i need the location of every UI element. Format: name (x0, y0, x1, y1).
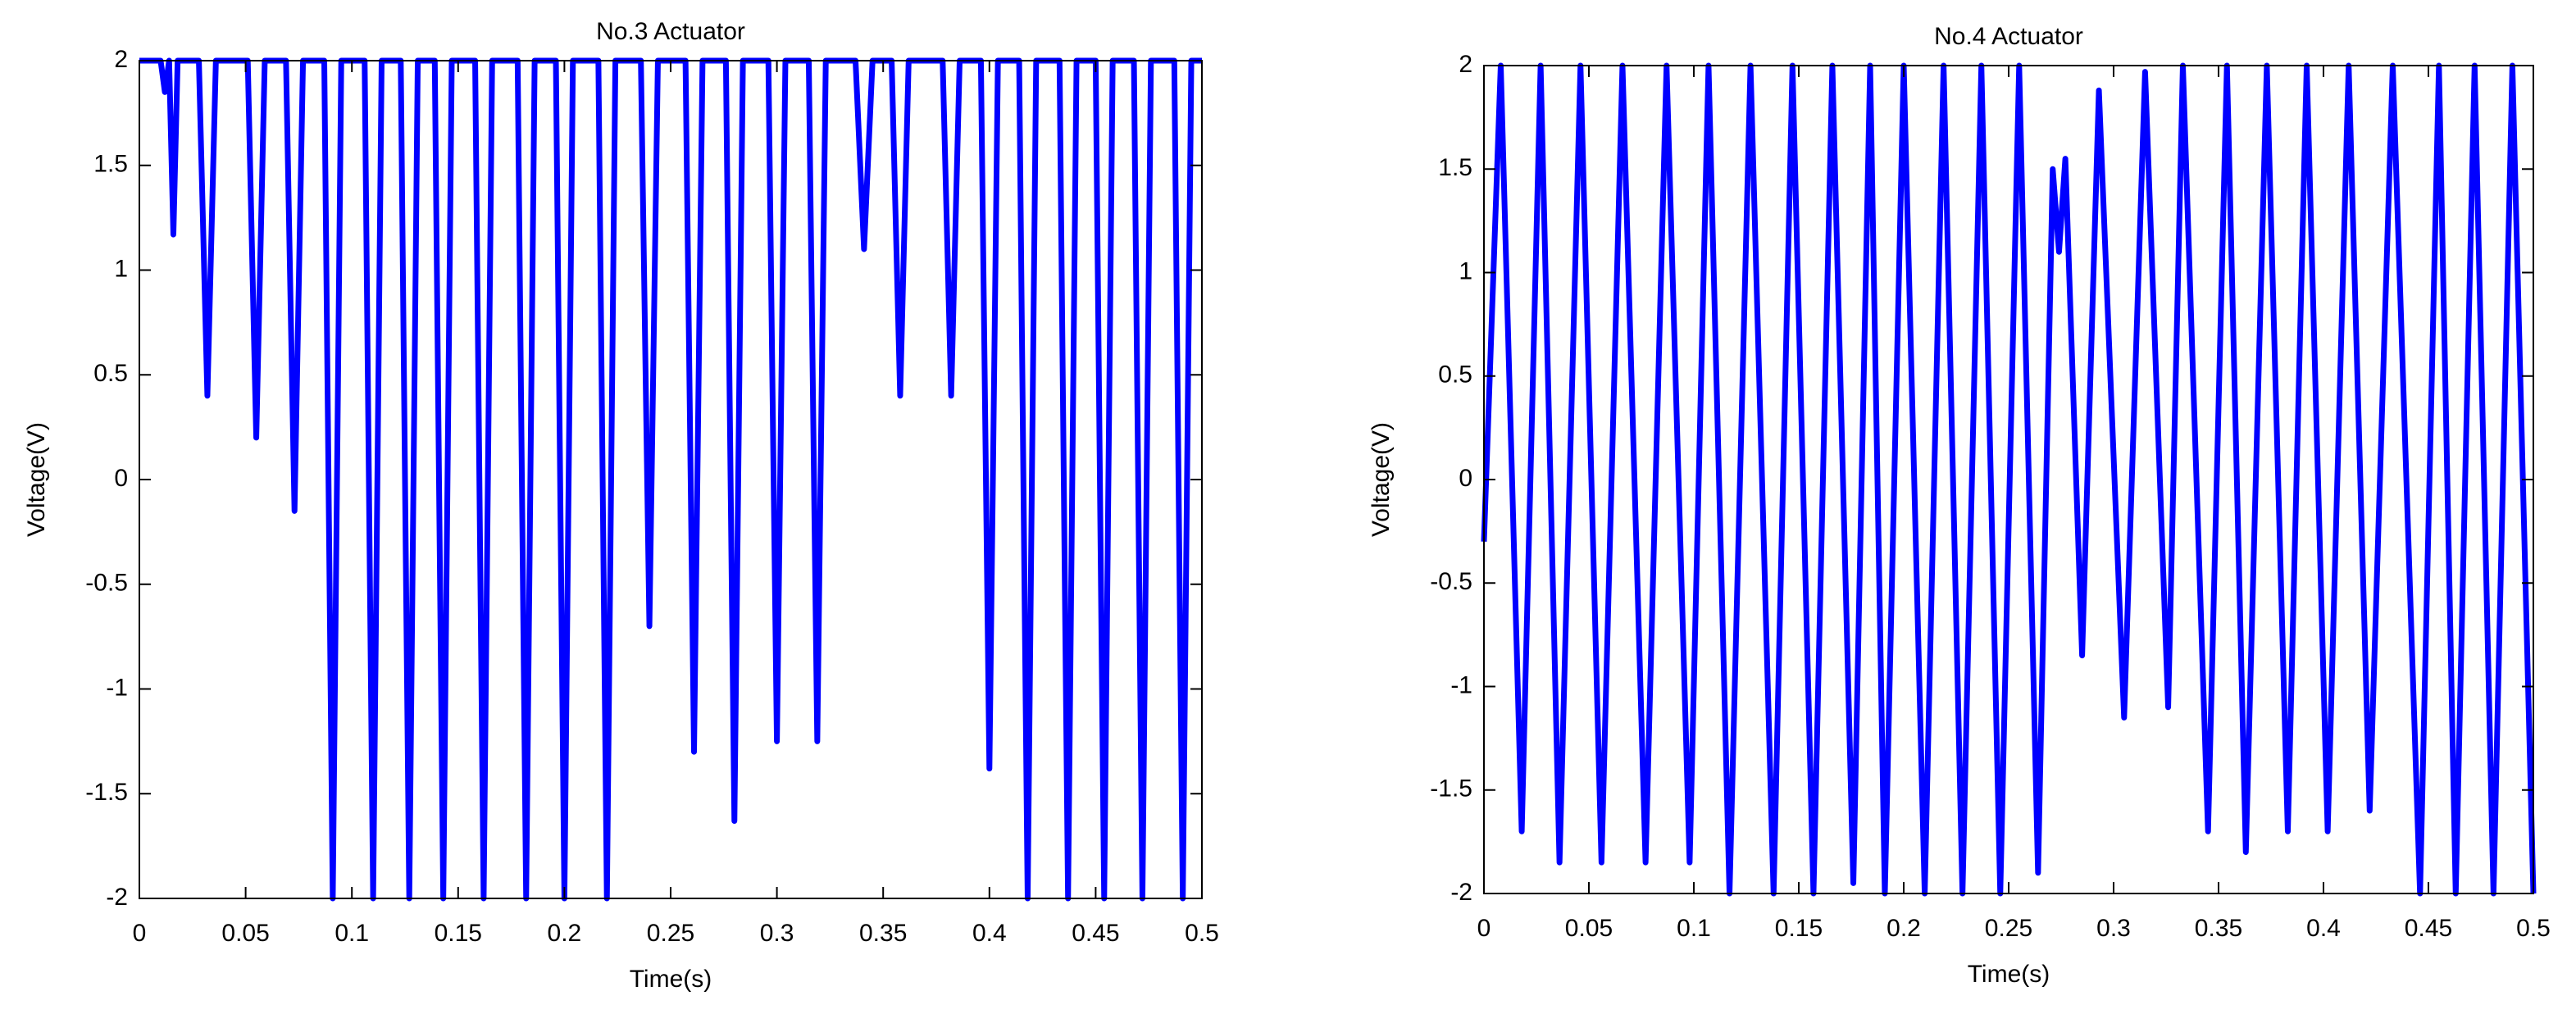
y-tick-label: 0.5 (1438, 361, 1472, 389)
y-tick-label: -0.5 (1430, 568, 1472, 595)
y-tick-label: -1 (1450, 671, 1472, 698)
y-axis-label: Voltage(V) (23, 422, 50, 537)
x-tick-label: 0.15 (435, 920, 482, 947)
x-tick-label: 0 (1477, 915, 1491, 942)
y-tick-label: -1.5 (1430, 775, 1472, 803)
y-tick-label: -1.5 (85, 779, 128, 806)
y-tick-label: 0 (114, 465, 128, 492)
y-axis-label: Voltage(V) (1368, 422, 1395, 537)
x-tick-label: 0.5 (2516, 915, 2551, 942)
x-tick-label: 0.05 (221, 920, 269, 947)
x-tick-label: 0.15 (1775, 915, 1823, 942)
y-tick-label: 1.5 (1438, 154, 1472, 181)
x-tick-label: 0.5 (1185, 920, 1219, 947)
x-tick-label: 0.45 (2405, 915, 2452, 942)
y-tick-label: -2 (1450, 879, 1472, 906)
x-axis-label: Time(s) (630, 966, 712, 993)
x-tick-label: 0.1 (1677, 915, 1711, 942)
x-tick-label: 0.25 (1985, 915, 2032, 942)
x-tick-label: 0 (133, 920, 147, 947)
chart-title: No.4 Actuator (1934, 23, 2083, 50)
x-tick-label: 0.05 (1565, 915, 1613, 942)
y-tick-label: 2 (114, 46, 128, 73)
y-tick-label: 0.5 (93, 360, 128, 387)
y-tick-label: -0.5 (85, 570, 128, 597)
y-tick-label: -1 (106, 674, 128, 701)
y-tick-label: 0 (1459, 465, 1472, 492)
data-line (139, 57, 1202, 902)
x-tick-label: 0.35 (859, 920, 907, 947)
y-tick-label: 1.5 (93, 151, 128, 178)
x-tick-label: 0.4 (972, 920, 1007, 947)
x-tick-label: 0.1 (335, 920, 369, 947)
x-tick-label: 0.4 (2306, 915, 2341, 942)
x-tick-label: 0.45 (1072, 920, 1119, 947)
x-tick-label: 0.3 (760, 920, 794, 947)
x-tick-label: 0.35 (2195, 915, 2242, 942)
x-tick-label: 0.3 (2096, 915, 2131, 942)
x-tick-label: 0.2 (1886, 915, 1921, 942)
x-axis-label: Time(s) (1968, 961, 2050, 988)
chart-title: No.3 Actuator (596, 18, 745, 45)
y-tick-label: -2 (106, 884, 128, 911)
y-tick-label: 1 (1459, 257, 1472, 284)
y-tick-label: 2 (1459, 51, 1472, 78)
x-tick-label: 0.2 (548, 920, 582, 947)
y-tick-label: 1 (114, 255, 128, 282)
x-tick-label: 0.25 (647, 920, 694, 947)
